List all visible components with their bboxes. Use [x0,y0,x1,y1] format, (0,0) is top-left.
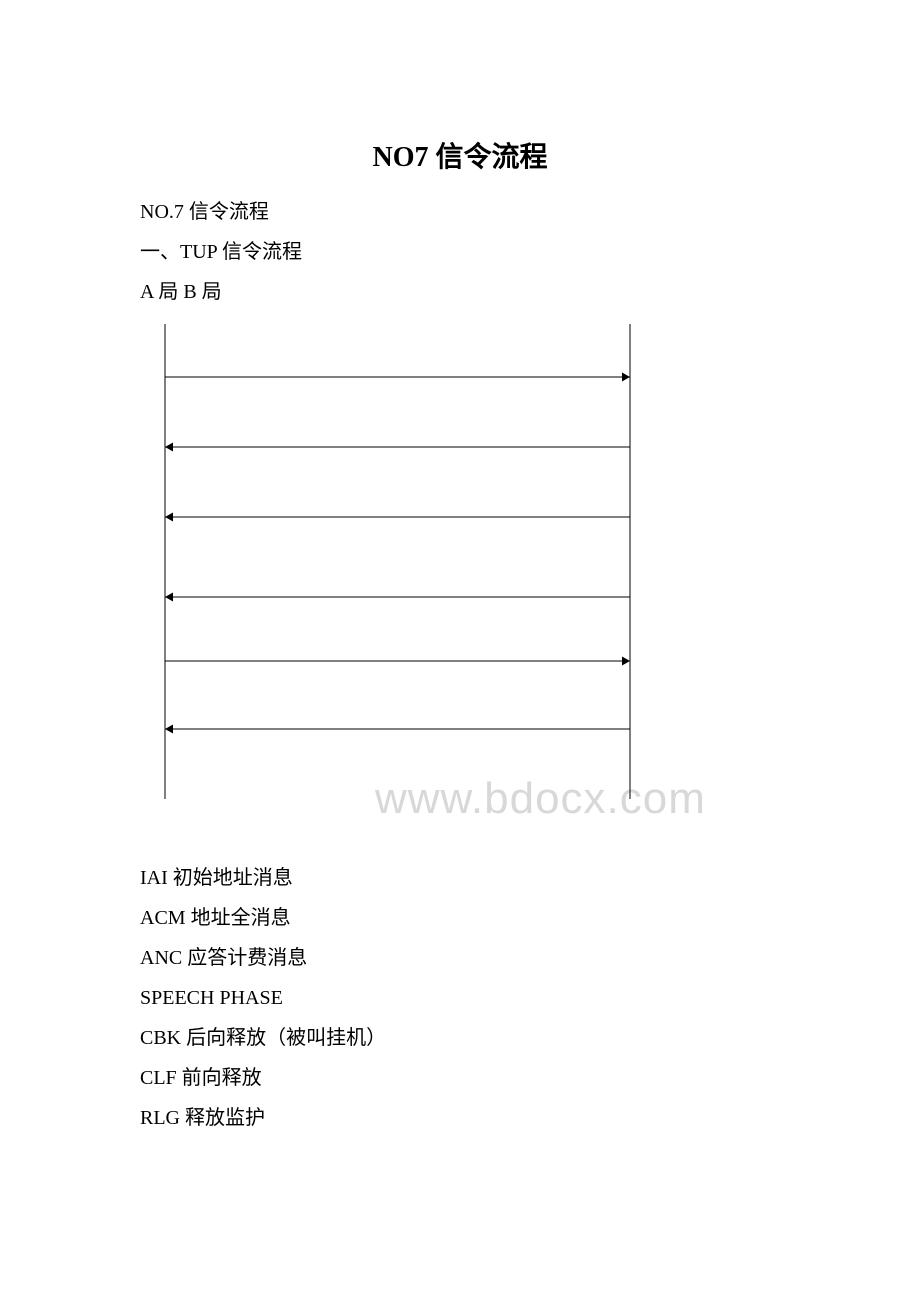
header-line-3: A 局 B 局 [140,273,780,311]
sequence-diagram: www.bdocx.com [155,319,780,809]
signal-item: ACM 地址全消息 [140,899,780,937]
signal-item: CBK 后向释放（被叫挂机） [140,1019,780,1057]
document-content: NO.7 信令流程 一、TUP 信令流程 A 局 B 局 www.bdocx.c… [0,193,920,1137]
header-line-2: 一、TUP 信令流程 [140,233,780,271]
header-line-1: NO.7 信令流程 [140,193,780,231]
signal-item: IAI 初始地址消息 [140,859,780,897]
sequence-svg [155,319,645,804]
page-title: NO7 信令流程 [0,0,920,193]
signal-item: ANC 应答计费消息 [140,939,780,977]
signal-item: RLG 释放监护 [140,1099,780,1137]
signal-item: SPEECH PHASE [140,979,780,1017]
signal-list: IAI 初始地址消息 ACM 地址全消息 ANC 应答计费消息 SPEECH P… [140,859,780,1137]
signal-item: CLF 前向释放 [140,1059,780,1097]
